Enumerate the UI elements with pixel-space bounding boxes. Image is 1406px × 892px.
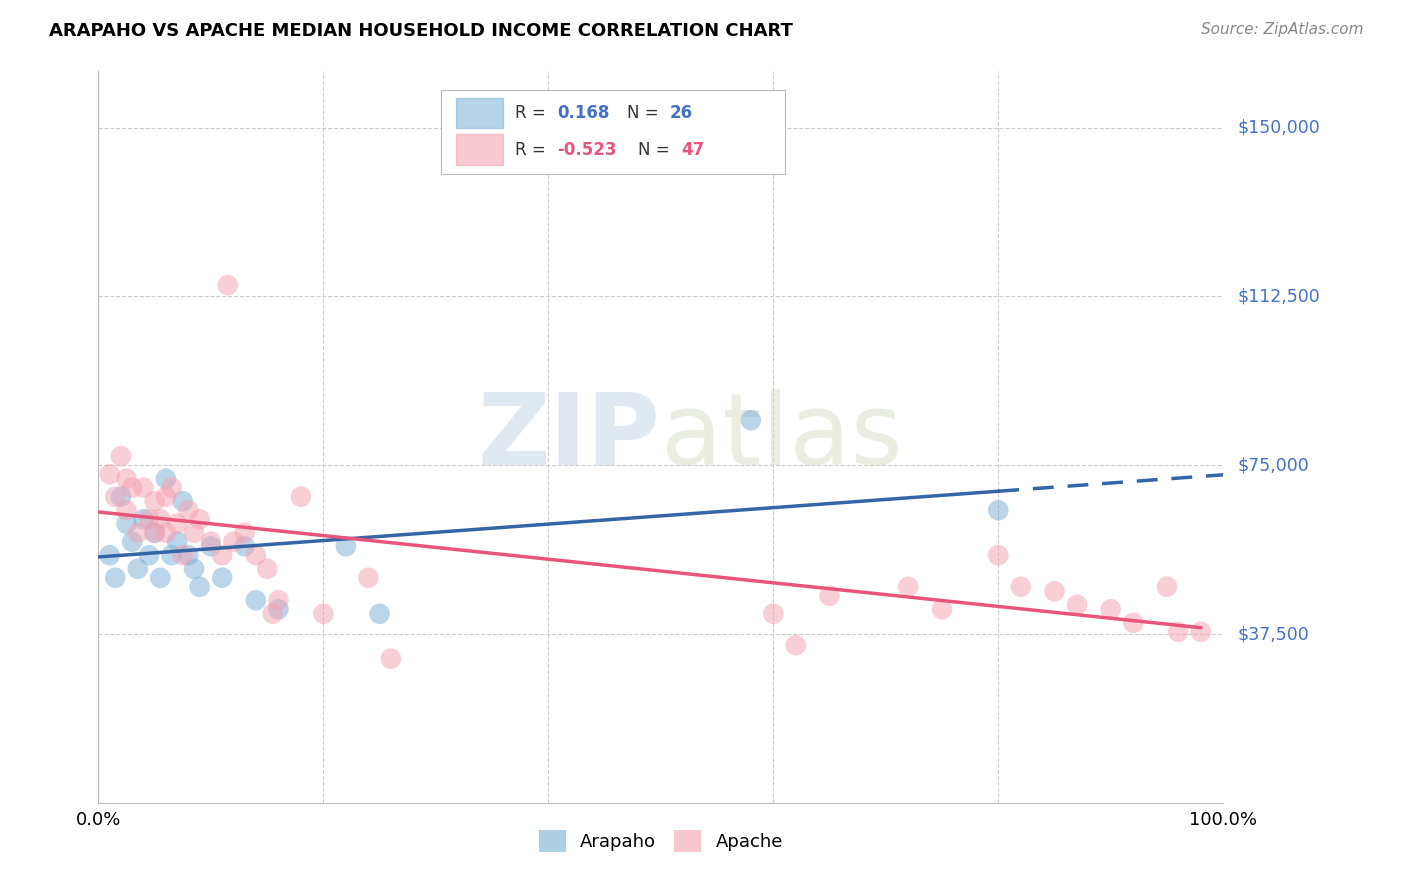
Point bbox=[149, 571, 172, 585]
Point bbox=[267, 602, 290, 616]
Point bbox=[1010, 580, 1032, 594]
Point bbox=[1099, 602, 1122, 616]
Point bbox=[183, 525, 205, 540]
Point bbox=[200, 534, 222, 549]
Point bbox=[188, 512, 211, 526]
Point bbox=[104, 490, 127, 504]
Text: ZIP: ZIP bbox=[478, 389, 661, 485]
Point bbox=[149, 512, 172, 526]
Point bbox=[188, 580, 211, 594]
Point bbox=[127, 562, 149, 576]
Point bbox=[177, 503, 200, 517]
Point bbox=[785, 638, 807, 652]
Point bbox=[312, 607, 335, 621]
Point bbox=[127, 525, 149, 540]
Point bbox=[132, 481, 155, 495]
Point bbox=[155, 525, 177, 540]
Point bbox=[104, 571, 127, 585]
Point bbox=[262, 607, 284, 621]
Point bbox=[740, 413, 762, 427]
Point bbox=[1189, 624, 1212, 639]
Point bbox=[115, 503, 138, 517]
Point bbox=[987, 548, 1010, 562]
Point bbox=[160, 548, 183, 562]
Text: R =: R = bbox=[515, 141, 551, 159]
Point bbox=[1122, 615, 1144, 630]
Point bbox=[222, 534, 245, 549]
Point bbox=[762, 607, 785, 621]
Point bbox=[155, 472, 177, 486]
Point bbox=[1156, 580, 1178, 594]
Point bbox=[98, 548, 121, 562]
Point bbox=[143, 525, 166, 540]
Point bbox=[166, 516, 188, 531]
Point bbox=[121, 481, 143, 495]
Point bbox=[987, 503, 1010, 517]
Legend: Arapaho, Apache: Arapaho, Apache bbox=[531, 823, 790, 860]
Point bbox=[931, 602, 953, 616]
Point bbox=[166, 534, 188, 549]
Text: Source: ZipAtlas.com: Source: ZipAtlas.com bbox=[1201, 22, 1364, 37]
Point bbox=[172, 548, 194, 562]
Point bbox=[183, 562, 205, 576]
Point bbox=[132, 512, 155, 526]
Point bbox=[368, 607, 391, 621]
Text: 47: 47 bbox=[681, 141, 704, 159]
Point bbox=[256, 562, 278, 576]
Point bbox=[380, 652, 402, 666]
Point bbox=[357, 571, 380, 585]
Point bbox=[138, 512, 160, 526]
Point bbox=[138, 548, 160, 562]
Point bbox=[160, 481, 183, 495]
Point bbox=[211, 548, 233, 562]
Text: -0.523: -0.523 bbox=[557, 141, 617, 159]
Text: 0.168: 0.168 bbox=[557, 104, 610, 122]
Point bbox=[115, 516, 138, 531]
Point bbox=[897, 580, 920, 594]
Text: N =: N = bbox=[627, 104, 664, 122]
Text: $37,500: $37,500 bbox=[1237, 625, 1309, 643]
Text: atlas: atlas bbox=[661, 389, 903, 485]
Point bbox=[211, 571, 233, 585]
Point bbox=[1066, 598, 1088, 612]
Text: ARAPAHO VS APACHE MEDIAN HOUSEHOLD INCOME CORRELATION CHART: ARAPAHO VS APACHE MEDIAN HOUSEHOLD INCOM… bbox=[49, 22, 793, 40]
Point bbox=[110, 449, 132, 463]
Text: $112,500: $112,500 bbox=[1237, 287, 1320, 305]
Text: $150,000: $150,000 bbox=[1237, 119, 1320, 136]
Point bbox=[143, 494, 166, 508]
Text: R =: R = bbox=[515, 104, 551, 122]
FancyBboxPatch shape bbox=[456, 135, 503, 165]
Text: $75,000: $75,000 bbox=[1237, 456, 1309, 475]
Point bbox=[115, 472, 138, 486]
Point bbox=[110, 490, 132, 504]
Point bbox=[121, 534, 143, 549]
FancyBboxPatch shape bbox=[441, 90, 785, 174]
Point bbox=[245, 548, 267, 562]
Text: 26: 26 bbox=[669, 104, 693, 122]
Point bbox=[172, 494, 194, 508]
Point bbox=[155, 490, 177, 504]
Point bbox=[818, 589, 841, 603]
Point bbox=[245, 593, 267, 607]
Text: N =: N = bbox=[638, 141, 675, 159]
Point bbox=[217, 278, 239, 293]
Point bbox=[143, 525, 166, 540]
Point bbox=[335, 539, 357, 553]
Point bbox=[98, 467, 121, 482]
Point bbox=[200, 539, 222, 553]
Point bbox=[1167, 624, 1189, 639]
Point bbox=[233, 539, 256, 553]
Point bbox=[267, 593, 290, 607]
Point bbox=[177, 548, 200, 562]
Point bbox=[290, 490, 312, 504]
Point bbox=[233, 525, 256, 540]
Point bbox=[1043, 584, 1066, 599]
FancyBboxPatch shape bbox=[456, 98, 503, 128]
